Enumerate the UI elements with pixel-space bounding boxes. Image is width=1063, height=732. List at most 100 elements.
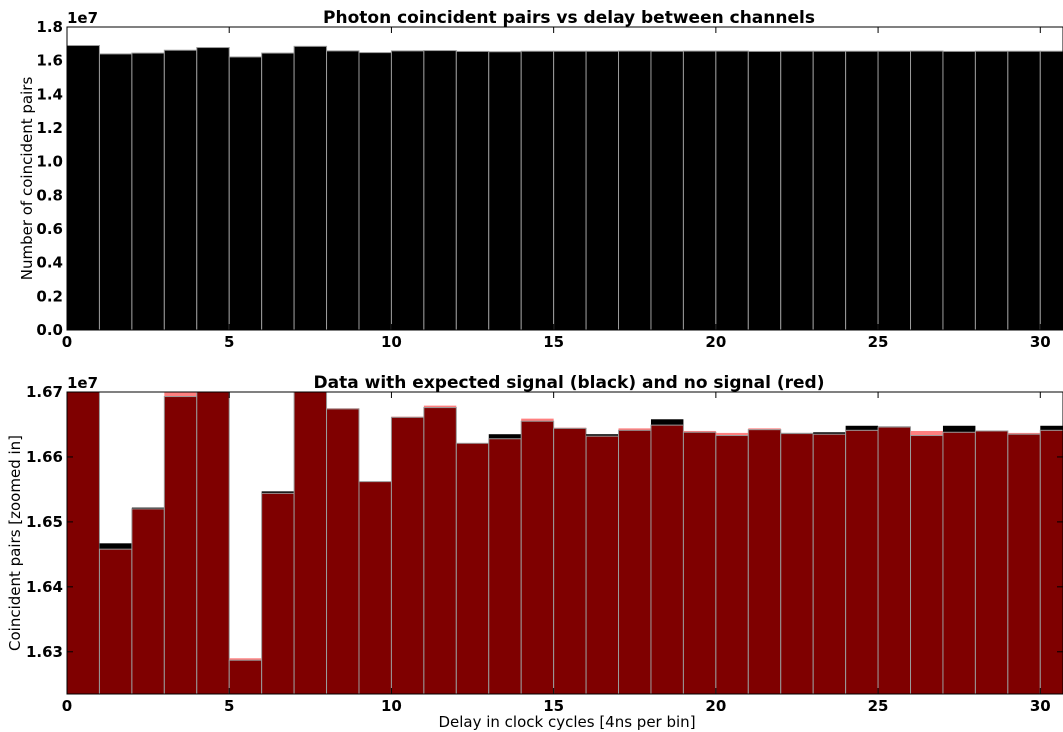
y-tick-label: 1.65: [26, 513, 63, 531]
bar: [974, 50, 1009, 330]
y-tick-label: 0.0: [36, 321, 63, 339]
bar-overlap: [98, 548, 133, 694]
x-tick-label: 20: [705, 333, 726, 351]
bar: [261, 52, 295, 330]
x-tick-label: 15: [543, 697, 564, 715]
bar-overlap: [585, 435, 620, 694]
y-tick-label: 1.66: [26, 448, 63, 466]
bar: [747, 50, 782, 330]
bar-overlap: [910, 435, 944, 694]
x-tick-label: 25: [868, 697, 889, 715]
bars-group: [67, 45, 1063, 330]
y-axis-label: Number of coincident pairs: [18, 77, 36, 281]
bar-nosignal: [1007, 432, 1041, 435]
y-tick-label: 1.4: [36, 85, 63, 103]
bar-overlap: [131, 508, 165, 694]
bar-signal: [131, 507, 165, 509]
bar-overlap: [488, 438, 522, 694]
bar-overlap: [293, 392, 328, 694]
bar-signal: [813, 432, 846, 435]
bar: [390, 50, 425, 330]
chart-zoomed-comparison: Data with expected signal (black) and no…: [6, 373, 1063, 731]
bar: [196, 47, 230, 330]
bar-overlap: [1007, 433, 1041, 694]
y-tick-label: 0.6: [36, 220, 63, 238]
bar-overlap: [390, 416, 425, 694]
bar-nosignal: [229, 658, 262, 661]
bar: [715, 50, 749, 330]
y-tick-label: 1.6: [36, 52, 63, 70]
bar-signal: [845, 425, 879, 431]
x-tick-label: 5: [224, 333, 234, 351]
x-tick-label: 5: [224, 697, 234, 715]
bar-overlap: [1039, 429, 1063, 694]
bar: [488, 51, 522, 330]
bar-overlap: [780, 433, 814, 694]
bar: [520, 50, 555, 330]
plot-frame: [66, 26, 1063, 331]
bar: [585, 50, 620, 330]
y-offset-label: 1e7: [67, 9, 98, 27]
chart-coincident-pairs: Photon coincident pairs vs delay between…: [18, 8, 1063, 351]
bar-signal: [1040, 425, 1063, 431]
x-tick-label: 30: [1030, 697, 1051, 715]
bar: [650, 50, 684, 330]
x-tick-label: 20: [705, 697, 726, 715]
bar: [618, 50, 652, 330]
x-tick-label: 0: [62, 333, 72, 351]
bar-overlap: [682, 431, 717, 694]
bar: [293, 45, 328, 330]
bar-overlap: [67, 392, 100, 694]
ticks-group: 0 5 10 15 20 25 30 1.63 1.64 1.65 1.66 1.67: [26, 383, 1063, 715]
bar: [1039, 50, 1063, 330]
bar: [780, 50, 814, 330]
bar-overlap: [520, 420, 555, 694]
bar-overlap: [553, 427, 587, 694]
bar-overlap: [423, 407, 457, 694]
bar-signal: [261, 491, 295, 494]
x-tick-label: 10: [381, 697, 402, 715]
chart-title: Data with expected signal (black) and no…: [314, 373, 825, 393]
plot-frame: [66, 391, 1063, 695]
bar: [131, 52, 165, 330]
bar-overlap: [618, 429, 652, 694]
bar-nosignal: [748, 428, 781, 430]
x-tick-label: 30: [1030, 333, 1051, 351]
bar-overlap: [163, 396, 198, 694]
bar-overlap: [812, 433, 847, 694]
x-tick-label: 25: [868, 333, 889, 351]
bar: [910, 50, 944, 330]
y-tick-label: 0.4: [36, 254, 63, 272]
bar: [163, 49, 198, 330]
bar: [682, 50, 717, 330]
y-tick-label: 1.63: [26, 643, 63, 661]
y-offset-label: 1e7: [67, 374, 98, 392]
ticks-group: 0 5 10 15 20 25 30 0.0 0.2 0.4 0.6 0.8 1.0 1.2 1.4 1.6 1…: [36, 18, 1063, 351]
bar-overlap: [845, 429, 879, 694]
bar-nosignal: [164, 392, 197, 397]
bar: [67, 45, 100, 330]
y-axis-label: Coincident pairs [zoomed in]: [6, 435, 24, 651]
bar-signal: [650, 419, 684, 426]
y-tick-label: 1.2: [36, 119, 63, 137]
bar: [942, 50, 976, 330]
y-tick-label: 1.0: [36, 153, 63, 171]
bar-signal: [488, 434, 522, 439]
bar: [358, 52, 392, 330]
bar-overlap: [326, 408, 360, 694]
y-tick-label: 1.67: [26, 383, 63, 401]
bar-nosignal: [423, 405, 457, 408]
bar-nosignal: [618, 428, 651, 431]
bar-nosignal: [521, 418, 554, 422]
bar-nosignal: [910, 430, 943, 436]
bar-signal: [942, 425, 976, 433]
bar: [877, 50, 912, 330]
bar: [228, 56, 263, 330]
bar-overlap: [715, 435, 749, 694]
bar-nosignal: [715, 432, 749, 436]
bar-overlap: [228, 659, 263, 694]
y-tick-label: 0.8: [36, 186, 63, 204]
bar-overlap: [455, 442, 490, 694]
bar-nosignal: [683, 430, 716, 433]
x-tick-label: 0: [62, 697, 72, 715]
